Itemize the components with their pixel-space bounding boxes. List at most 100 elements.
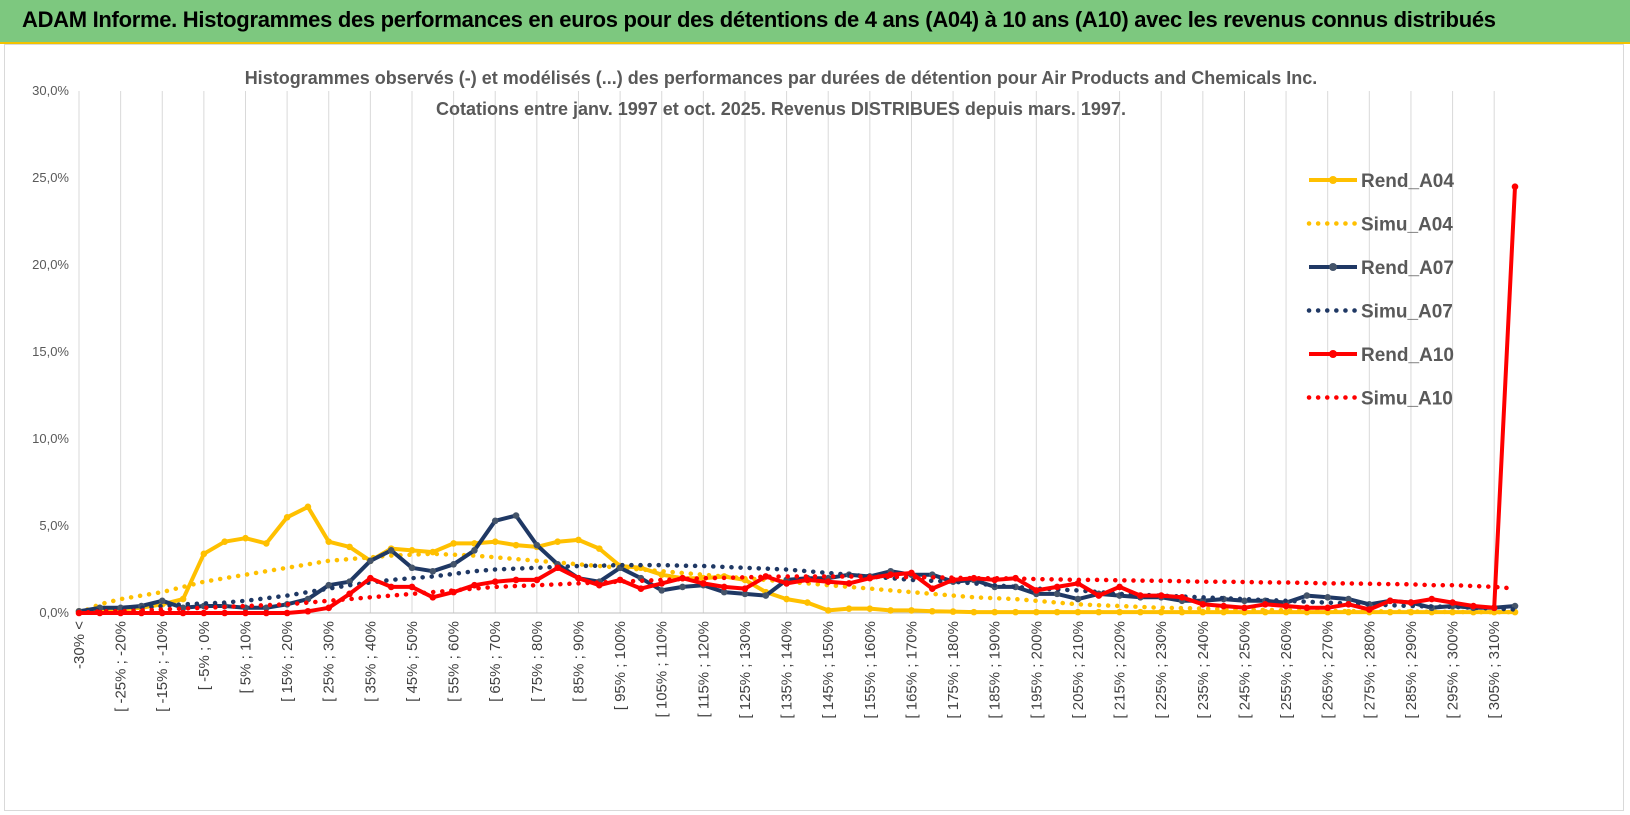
- data-point: [595, 545, 603, 552]
- x-tick-label: [ 45% ; 50%: [404, 621, 421, 702]
- y-tick-label: 5,0%: [39, 518, 69, 533]
- series-simu-a07: [76, 562, 1518, 616]
- data-point: [783, 580, 790, 587]
- data-point: [263, 540, 270, 547]
- data-point: [1449, 599, 1456, 606]
- data-point: [512, 541, 520, 549]
- chart-frame: Histogrammes observés (-) et modélisés (…: [4, 44, 1624, 811]
- data-point: [949, 608, 957, 615]
- legend-label: Simu_A04: [1361, 215, 1453, 236]
- data-point: [658, 587, 666, 594]
- y-tick-label: 20,0%: [32, 257, 69, 272]
- data-point: [325, 604, 333, 612]
- legend-item: Simu_A04: [1306, 215, 1453, 236]
- data-point: [408, 564, 416, 572]
- data-point: [1074, 608, 1082, 616]
- x-tick-label: [ 285% ; 290%: [1403, 621, 1420, 719]
- x-tick-label: [ 95% ; 100%: [612, 621, 629, 710]
- x-tick-label: [ 205% ; 210%: [1070, 621, 1087, 719]
- data-point: [221, 609, 228, 617]
- data-point: [679, 583, 686, 591]
- x-tick-label: [ 155% ; 160%: [862, 621, 879, 719]
- data-point: [429, 548, 437, 556]
- data-point: [242, 609, 249, 617]
- data-point: [1345, 595, 1352, 603]
- x-tick-label: -30% <: [71, 621, 88, 669]
- series-line: [79, 186, 1517, 615]
- data-point: [1261, 601, 1269, 608]
- series-lines: [75, 183, 1519, 617]
- data-point: [720, 583, 728, 591]
- data-point: [1241, 597, 1248, 605]
- legend-item: Rend_A07: [1309, 258, 1454, 279]
- series-line: [76, 574, 1518, 616]
- x-tick-label: [ 55% ; 60%: [446, 621, 463, 702]
- data-point: [158, 597, 166, 605]
- data-point: [200, 609, 208, 617]
- series-line: [78, 513, 1516, 614]
- data-point: [908, 607, 915, 614]
- data-point: [908, 569, 915, 577]
- data-point: [1345, 601, 1352, 608]
- legend-label: Simu_A07: [1361, 302, 1453, 323]
- x-tick-label: [ 135% ; 140%: [779, 621, 796, 719]
- data-point: [554, 538, 561, 545]
- data-point: [429, 594, 437, 601]
- data-point: [429, 567, 437, 575]
- data-point: [263, 609, 270, 617]
- data-point: [1241, 604, 1248, 612]
- data-point: [179, 595, 187, 603]
- legend-label: Simu_A10: [1361, 389, 1453, 410]
- data-point: [1053, 608, 1061, 616]
- data-point: [1470, 602, 1477, 610]
- chart-title: Histogrammes observés (-) et modélisés (…: [245, 68, 1318, 88]
- data-point: [1407, 599, 1415, 606]
- x-tick-label: [ 85% ; 90%: [570, 621, 587, 702]
- data-point: [1157, 608, 1165, 616]
- data-point: [491, 517, 499, 525]
- x-tick-label: [ 175% ; 180%: [945, 621, 962, 719]
- series-simu-a04: [76, 551, 1518, 616]
- data-point: [762, 592, 770, 599]
- data-point: [1137, 592, 1144, 599]
- data-point: [408, 547, 416, 554]
- data-point: [1428, 595, 1436, 603]
- data-point: [283, 609, 291, 617]
- data-point: [741, 590, 749, 598]
- data-point: [200, 550, 208, 558]
- y-tick-label: 30,0%: [32, 83, 69, 98]
- data-point: [887, 607, 894, 614]
- data-point: [242, 534, 249, 542]
- x-tick-label: [ 125% ; 130%: [737, 621, 754, 719]
- data-point: [970, 574, 978, 582]
- series-rend-a10: [75, 183, 1519, 617]
- data-point: [741, 585, 749, 592]
- data-point: [1178, 608, 1186, 616]
- x-tick-label: [ 185% ; 190%: [987, 621, 1004, 719]
- x-tick-label: [ 275% ; 280%: [1361, 621, 1378, 719]
- vertical-gridlines: [78, 91, 1495, 613]
- histogram-chart: Histogrammes observés (-) et modélisés (…: [32, 68, 1519, 719]
- data-point: [283, 514, 291, 521]
- series-simu-a10: [76, 574, 1518, 616]
- legend: Rend_A04 Simu_A04 Rend_A07 Simu_A07 Rend_A10…: [1306, 171, 1454, 410]
- data-point: [1324, 594, 1331, 601]
- legend-item: Simu_A10: [1306, 389, 1453, 410]
- data-point: [1095, 608, 1103, 616]
- data-point: [1178, 594, 1186, 601]
- data-point: [1053, 583, 1061, 591]
- chart-subtitle: Cotations entre janv. 1997 et oct. 2025.…: [436, 99, 1126, 119]
- x-tick-label: [ 255% ; 260%: [1278, 621, 1295, 719]
- x-tick-label: [ 5% ; 10%: [237, 621, 254, 694]
- x-tick-label: [ 65% ; 70%: [487, 621, 504, 702]
- data-point: [1282, 608, 1290, 616]
- data-point: [575, 536, 582, 544]
- legend-item: Rend_A10: [1309, 345, 1454, 366]
- series-line: [76, 562, 1518, 616]
- data-point: [304, 607, 312, 615]
- series-line: [76, 551, 1518, 616]
- data-point: [928, 585, 936, 592]
- data-point: [637, 585, 645, 592]
- x-tick-label: [ -15% ; -10%: [154, 621, 171, 712]
- legend-item: Simu_A07: [1306, 302, 1453, 323]
